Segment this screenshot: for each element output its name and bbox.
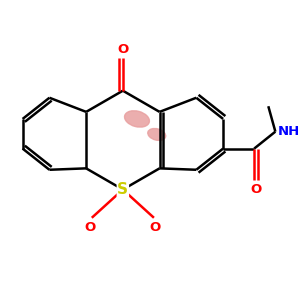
Text: O: O bbox=[117, 43, 128, 56]
Ellipse shape bbox=[148, 128, 166, 140]
Text: S: S bbox=[117, 182, 128, 197]
Text: O: O bbox=[150, 221, 161, 234]
Text: O: O bbox=[250, 183, 261, 196]
Text: NH: NH bbox=[278, 125, 300, 138]
Ellipse shape bbox=[124, 111, 149, 127]
Text: O: O bbox=[85, 221, 96, 234]
